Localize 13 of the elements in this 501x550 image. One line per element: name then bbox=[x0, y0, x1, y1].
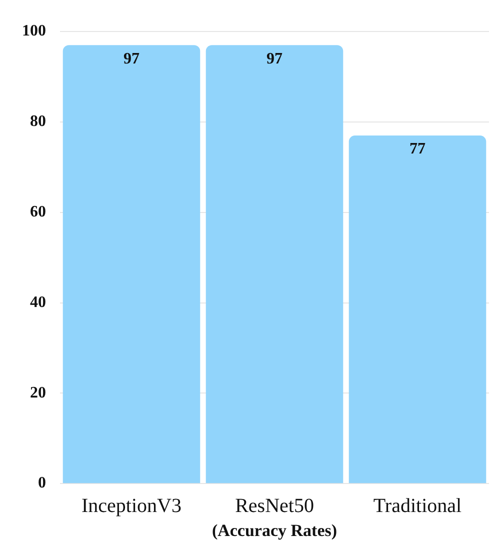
y-tick-label: 0 bbox=[38, 474, 46, 492]
data-label: 97 bbox=[124, 50, 140, 68]
y-tick-label: 40 bbox=[30, 294, 46, 311]
x-tick-label: InceptionV3 bbox=[82, 494, 182, 517]
data-label: 77 bbox=[410, 140, 426, 158]
y-tick-label: 60 bbox=[30, 204, 46, 221]
x-tick-label: ResNet50 bbox=[235, 494, 314, 517]
y-tick-label: 100 bbox=[22, 22, 46, 40]
data-label: 97 bbox=[266, 50, 282, 68]
y-tick-label: 80 bbox=[30, 113, 46, 130]
x-tick-label: Traditional bbox=[373, 494, 462, 517]
x-axis-title: (Accuracy Rates) bbox=[212, 521, 338, 540]
y-tick-label: 20 bbox=[30, 384, 46, 402]
